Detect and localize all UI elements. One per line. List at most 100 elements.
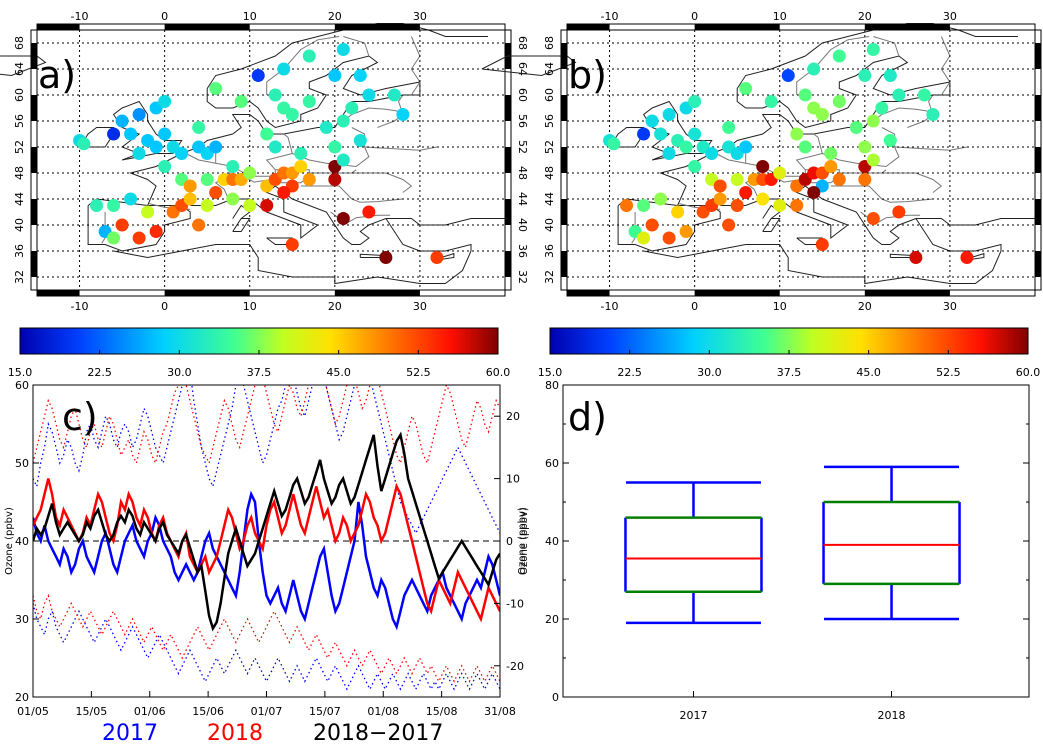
lon-tick-label: -10 [71,300,89,313]
station-point [158,160,172,173]
station-point [909,251,923,264]
map-border-top [36,23,506,31]
series-line [33,431,500,632]
lat-tick-label: 36 [543,244,556,258]
station-point [679,140,693,154]
station-point [832,173,846,186]
station-point [336,153,350,167]
lon-tick-label: 10 [773,300,787,313]
station-point [336,114,350,128]
panel-label-b: b) [568,53,607,97]
station-point [713,179,727,193]
map-panel-a: -10 -10 0 0 10 10 20 20 30 30 32 32 36 36 40 40 44 44 48 48… [0,10,529,313]
station-point [815,108,829,121]
map-border-segment [561,43,567,69]
station-point [637,127,651,141]
station-point [302,49,316,63]
plot-area-c [33,385,500,691]
map-border-segment [694,24,780,30]
station-point [722,121,736,134]
y2-axis-label: Ozone (ppbv) [519,507,530,575]
y-tick-label: 80 [545,379,559,392]
lat-tick-label: 32 [13,270,26,284]
y2-tick-label: 0 [506,535,513,548]
series-line [33,490,500,631]
map-border-segment [561,199,567,225]
lon-tick-label: 30 [413,10,427,23]
station-point [883,134,897,147]
country-border [881,172,943,193]
station-point [926,108,940,121]
lat-tick-label: 32 [516,270,529,284]
station-point [662,108,676,121]
y2-tick-label: -10 [506,597,524,610]
station-point [319,121,333,134]
station-point [294,147,308,160]
station-point [730,173,744,186]
station-point [353,134,367,147]
country-border [343,36,370,57]
lat-tick-label: 52 [543,140,556,154]
station-point [849,121,863,134]
y-tick-label: 20 [15,691,29,704]
country-border [796,36,870,95]
coastline [441,252,455,260]
colorbar-a: 15.0 22.5 30.0 37.5 45.0 52.5 60.0 [8,327,510,379]
station-point [722,218,736,232]
lat-tick-label: 68 [543,36,556,50]
station-point [798,88,812,102]
colorbar-tick-label: 30.0 [697,366,722,379]
station-point [645,114,659,128]
x-tick-label: 15/07 [309,705,341,718]
map-border-segment [694,290,780,296]
station-point [132,231,146,245]
station-point [688,160,702,173]
colorbar-tick-label: 45.0 [856,366,881,379]
map-border-segment [334,290,420,296]
coastline [617,198,721,252]
station-point [209,186,223,199]
colorbar-tick-label: 37.5 [777,366,802,379]
station-point [268,140,282,154]
station-point [107,231,121,245]
coastline [87,198,191,252]
map-border-segment [561,251,567,277]
map-border-segment [505,251,511,277]
lon-tick-label: -10 [601,300,619,313]
y2-tick-label: 20 [506,410,520,423]
colorbar-tick-label: 52.5 [936,366,961,379]
colorbar-b: 15.0 22.5 30.0 37.5 45.0 52.5 60.0 [538,327,1040,379]
series-range-high [33,385,500,465]
station-point [739,82,753,95]
map-border-segment [567,24,610,30]
map-border-left [560,29,568,291]
station-point [917,88,931,102]
station-point [149,140,163,154]
colorbar-tick-label: 15.0 [538,366,563,379]
colorbar-tick-label: 22.5 [87,366,112,379]
station-point [807,62,821,76]
coastline [971,252,985,260]
station-point [807,186,821,199]
station-point [115,218,129,232]
station-point [251,69,265,82]
station-point [243,199,257,212]
lat-tick-label: 56 [516,114,529,128]
lat-tick-label: 40 [516,218,529,232]
station-point [379,251,393,264]
station-point [730,199,744,212]
station-point [209,82,223,95]
lat-tick-label: 44 [516,192,529,206]
map-border-segment [31,43,37,69]
station-point [688,95,702,108]
station-point [124,192,138,206]
station-point [654,192,668,206]
map-border-segment [561,95,567,121]
x-tick-label: 15/06 [192,705,224,718]
station-point [77,137,91,151]
station-point [260,127,274,141]
x-tick-label: 31/08 [484,705,516,718]
lat-tick-label: 32 [543,270,556,284]
